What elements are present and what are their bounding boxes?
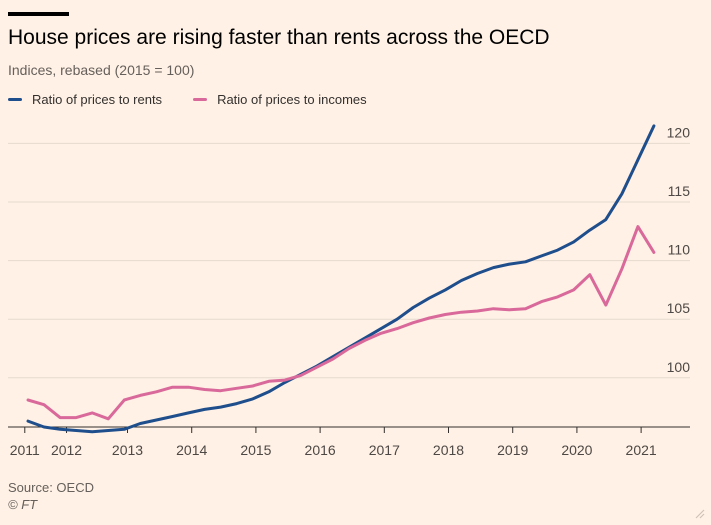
x-tick-label-2015: 2015 <box>240 442 271 458</box>
chart-subtitle: Indices, rebased (2015 = 100) <box>8 62 195 78</box>
line-chart: 100 105 110 115 120 2011 2012 2013 2014 2015 2016 2… <box>8 124 691 458</box>
x-tick-label-2018: 2018 <box>433 442 464 458</box>
x-tick-label-2017: 2017 <box>369 442 400 458</box>
x-tick-label-2019: 2019 <box>497 442 528 458</box>
legend: Ratio of prices to rents Ratio of prices… <box>8 92 398 107</box>
legend-item-prices-to-incomes: Ratio of prices to incomes <box>193 92 367 107</box>
x-tick-label-2014: 2014 <box>176 442 207 458</box>
legend-swatch-prices-to-rents <box>8 98 22 101</box>
series-line-prices-to-rents <box>26 124 656 434</box>
y-tick-label-110: 110 <box>668 242 691 258</box>
x-tick-label-2016: 2016 <box>305 442 336 458</box>
y-tick-label-115: 115 <box>668 183 691 199</box>
legend-swatch-prices-to-incomes <box>193 98 208 101</box>
x-tick-label-2011: 2011 <box>10 442 40 458</box>
legend-label-prices-to-incomes: Ratio of prices to incomes <box>217 92 367 107</box>
y-tick-label-100: 100 <box>667 359 691 375</box>
x-tick-label-2020: 2020 <box>561 442 592 458</box>
x-tick-label-2012: 2012 <box>51 442 82 458</box>
y-tick-label-105: 105 <box>667 300 691 316</box>
credit-note: © FT <box>8 497 38 512</box>
series-line-prices-to-incomes <box>26 225 656 421</box>
ft-top-bar <box>8 12 69 16</box>
x-tick-label-2021: 2021 <box>626 442 657 458</box>
legend-label-prices-to-rents: Ratio of prices to rents <box>32 92 163 107</box>
resize-handle-icon <box>695 509 705 519</box>
source-note: Source: OECD <box>8 480 94 495</box>
chart-title: House prices are rising faster than rent… <box>8 26 550 49</box>
y-tick-label-120: 120 <box>667 124 691 140</box>
x-tick-label-2013: 2013 <box>112 442 143 458</box>
legend-item-prices-to-rents: Ratio of prices to rents <box>8 92 162 107</box>
